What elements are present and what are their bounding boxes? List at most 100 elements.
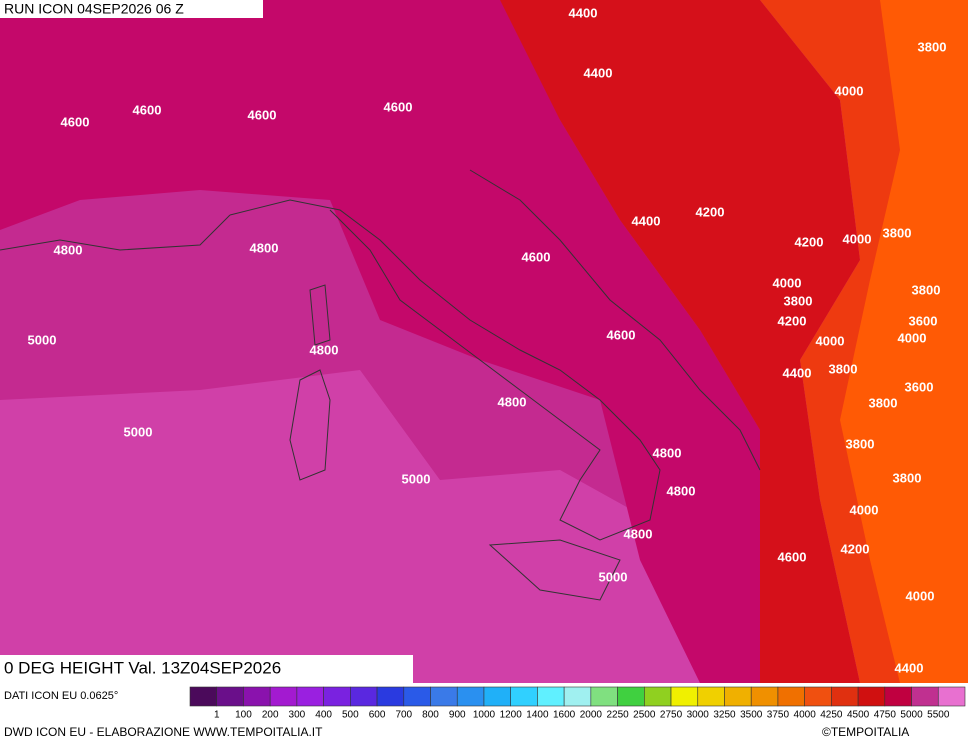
contour-label: 3800 [912,282,941,297]
colorbar-swatch [590,686,618,707]
colorbar-swatch [777,686,805,707]
colorbar-swatch [563,686,592,707]
colorbar-label: 2250 [606,710,629,721]
colorbar-swatch [617,686,645,707]
colorbar-swatch [857,686,886,707]
contour-label: 4200 [696,204,725,219]
colorbar-swatch [430,686,458,707]
contour-label: 4600 [778,549,807,564]
contour-label: 4200 [841,541,870,556]
colorbar-label: 200 [262,710,279,721]
corsica [309,284,331,346]
contour-label: 4000 [835,83,864,98]
colorbar-label: 1 [214,710,220,721]
contour-label: 4400 [783,365,812,380]
colorbar-label: 3500 [740,710,763,721]
contour-label: 4600 [61,114,90,129]
colorbar-label: 1600 [553,710,576,721]
colorbar-label: 100 [235,710,252,721]
contour-label: 5000 [124,424,153,439]
title-box [0,655,413,683]
colorbar-label: 4000 [794,710,817,721]
colorbar-label: 5500 [927,710,950,721]
colorbar-swatch [456,686,485,707]
copyright: ©TEMPOITALIA [822,725,909,739]
region-4200 [500,0,860,683]
colorbar-swatch [269,686,298,707]
contour-label: 4800 [54,242,83,257]
contour-label: 4000 [898,330,927,345]
contour-label: 3800 [829,361,858,376]
colorbar-label: 3250 [713,710,736,721]
map-title: 0 DEG HEIGHT Val. 13Z04SEP2026 [4,658,281,677]
contour-label: 4200 [778,313,807,328]
colorbar-swatch [483,686,511,707]
contour-label: 4800 [498,394,527,409]
contour-label: 5000 [402,471,431,486]
colorbar-label: 2750 [660,710,683,721]
colorbar-label: 800 [422,710,439,721]
contour-label: 4800 [250,240,279,255]
contour-label: 4000 [850,502,879,517]
contour-label: 4000 [906,588,935,603]
run-label: RUN ICON 04SEP2026 06 Z [4,1,184,17]
colorbar-label: 4500 [847,710,870,721]
contour-label: 4800 [624,526,653,541]
colorbar-swatch [724,686,752,707]
contour-label: 3800 [883,225,912,240]
colorbar-swatch [510,686,538,707]
header-box [0,0,263,18]
colorbar-label: 1000 [473,710,496,721]
credit: DWD ICON EU - ELABORAZIONE WWW.TEMPOITAL… [4,725,323,739]
contour-label: 3800 [893,470,922,485]
italy-coast [229,199,661,541]
colorbar-swatch [216,686,244,707]
colorbar-label: 1200 [500,710,523,721]
colorbar-label: 600 [369,710,386,721]
contour-label: 4600 [384,99,413,114]
colorbar: 1 100 200 300 400 500 600 700 800 900 1000 1200 1400… [189,686,966,721]
region-5000 [0,370,700,683]
contour-label: 4600 [607,327,636,342]
region-3800 [840,0,968,683]
contour-labels: 4400 4400 3800 4000 4600 4600 4600 4600 4400 4200… [28,5,947,675]
contour-label: 4000 [843,231,872,246]
colorbar-swatch [804,686,832,707]
contour-label: 3800 [784,293,813,308]
region-4600 [0,0,760,683]
colorbar-swatch [750,686,779,707]
colorbar-label: 400 [315,710,332,721]
colorbar-label: 3000 [687,710,710,721]
colorbar-swatch [937,686,966,707]
colorbar-label: 4750 [874,710,897,721]
colorbar-label: 5000 [900,710,923,721]
adriatic-coast [469,169,761,471]
contour-label: 4400 [632,213,661,228]
colorbar-label: 500 [342,710,359,721]
colorbar-label: 900 [449,710,466,721]
colorbar-label: 1400 [526,710,549,721]
colorbar-swatch [670,686,699,707]
sicily [488,539,621,601]
colorbar-swatch [911,686,939,707]
france-coast [0,214,231,251]
colorbar-label: 4250 [820,710,843,721]
colorbar-swatch [323,686,351,707]
contour-label: 4600 [248,107,277,122]
colorbar-swatch [884,686,912,707]
contour-label: 4400 [895,660,924,675]
colorbar-swatch [243,686,271,707]
contour-label: 4200 [795,234,824,249]
colorbar-swatch [296,686,324,707]
colorbar-swatch [831,686,859,707]
colorbar-label: 700 [395,710,412,721]
contour-label: 3600 [909,313,938,328]
colorbar-swatch [697,686,725,707]
colorbar-label: 2000 [580,710,603,721]
contour-label: 3800 [869,395,898,410]
contour-label: 4400 [584,65,613,80]
colorbar-swatch [403,686,431,707]
contour-label: 4800 [667,483,696,498]
colorbar-swatch [537,686,565,707]
contour-label: 3600 [905,379,934,394]
